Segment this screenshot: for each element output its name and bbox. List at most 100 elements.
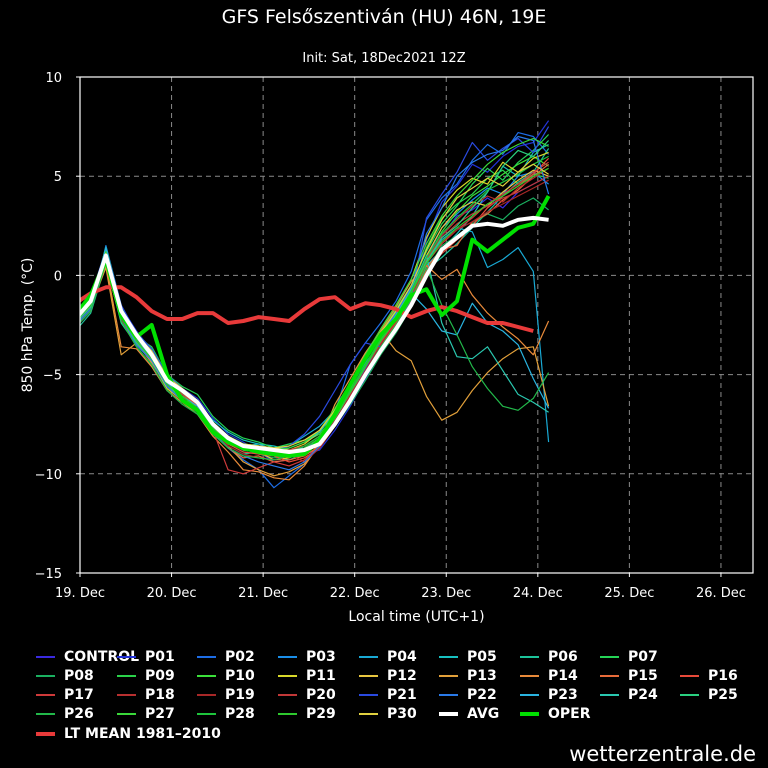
x-axis-label: Local time (UTC+1) xyxy=(348,609,484,625)
legend-label: P14 xyxy=(548,667,578,684)
plot-frame xyxy=(79,76,754,574)
legend-entry: P25 xyxy=(680,686,738,705)
legend-swatch xyxy=(117,655,136,658)
legend-entry: P29 xyxy=(278,705,336,724)
legend-entry: P28 xyxy=(197,705,255,724)
x-tick-label: 25. Dec xyxy=(604,586,654,601)
legend-entry: P05 xyxy=(439,647,497,666)
legend-swatch xyxy=(36,713,55,716)
y-tick-label: −10 xyxy=(35,468,62,483)
legend-entry: P10 xyxy=(197,666,255,685)
legend-entry: P24 xyxy=(600,686,658,705)
series-line-avg xyxy=(80,215,549,454)
legend-swatch xyxy=(359,655,378,658)
legend-entry: P06 xyxy=(520,647,578,666)
legend-entry: P20 xyxy=(278,686,336,705)
legend-entry: P21 xyxy=(359,686,417,705)
legend-label: P18 xyxy=(145,687,175,704)
legend-swatch xyxy=(439,655,458,658)
legend-label: P02 xyxy=(225,648,255,665)
x-tick-label: 26. Dec xyxy=(696,586,746,601)
y-tick-label: 0 xyxy=(54,269,62,284)
legend-entry: P23 xyxy=(520,686,578,705)
legend-label: P26 xyxy=(64,706,94,723)
legend-label: P10 xyxy=(225,667,255,684)
plot-area xyxy=(80,120,551,489)
legend-label: P04 xyxy=(387,648,417,665)
x-tick-label: 22. Dec xyxy=(330,586,380,601)
legend-swatch xyxy=(117,674,136,677)
legend-swatch xyxy=(197,655,216,658)
legend-label: P23 xyxy=(548,687,578,704)
brand-watermark: wetterzentrale.de xyxy=(569,742,756,766)
series-line-p01 xyxy=(80,120,550,463)
legend-entry: OPER xyxy=(520,705,591,724)
legend-label: OPER xyxy=(548,706,591,723)
legend-label: CONTROL xyxy=(64,648,140,665)
legend-label: P13 xyxy=(467,667,497,684)
series-line-p15 xyxy=(80,163,549,463)
y-tick-label: 10 xyxy=(45,71,62,86)
legend-entry: P26 xyxy=(36,705,94,724)
legend-entry: P30 xyxy=(359,705,417,724)
legend-label: P06 xyxy=(548,648,578,665)
series-line-p03 xyxy=(80,171,549,459)
series-line-p07 xyxy=(80,134,550,449)
legend-swatch xyxy=(36,694,55,697)
legend-label: P27 xyxy=(145,706,175,723)
y-tick-label: −15 xyxy=(35,567,62,582)
legend-label: P16 xyxy=(708,667,738,684)
legend-swatch xyxy=(520,712,539,717)
series-line-p05 xyxy=(80,143,549,451)
x-tick-label: 24. Dec xyxy=(513,586,563,601)
x-tick-label: 23. Dec xyxy=(421,586,471,601)
legend-label: P17 xyxy=(64,687,94,704)
legend-swatch xyxy=(278,674,297,677)
legend-swatch xyxy=(359,674,378,677)
legend-swatch xyxy=(359,713,378,716)
legend-entry: CONTROL xyxy=(36,647,139,666)
y-axis-label: 850 hPa Temp. (°C) xyxy=(20,258,36,393)
legend-label: P11 xyxy=(306,667,336,684)
legend-label: P29 xyxy=(306,706,336,723)
legend-label: P03 xyxy=(306,648,336,665)
legend-label: P15 xyxy=(628,667,658,684)
legend-entry: P22 xyxy=(439,686,497,705)
legend-entry: P17 xyxy=(36,686,94,705)
legend-label: P09 xyxy=(145,667,175,684)
legend-entry: P03 xyxy=(278,647,336,666)
legend-swatch xyxy=(36,731,55,736)
legend-swatch xyxy=(197,694,216,697)
legend-swatch xyxy=(117,694,136,697)
x-tick-label: 19. Dec xyxy=(55,586,105,601)
legend-row: CONTROL P01 P02 P03 P04 P05 P06 P07 xyxy=(36,647,756,666)
legend-swatch xyxy=(439,694,458,697)
legend-swatch xyxy=(600,655,619,658)
legend-entry: AVG xyxy=(439,705,499,724)
legend-label: P20 xyxy=(306,687,336,704)
legend-swatch xyxy=(520,694,539,697)
series-line-p22 xyxy=(80,135,550,471)
chart-title: GFS Felsőszentiván (HU) 46N, 19E xyxy=(221,6,547,28)
legend-entry: P14 xyxy=(520,666,578,685)
legend-swatch xyxy=(359,694,378,697)
legend-label: P07 xyxy=(628,648,658,665)
legend-swatch xyxy=(520,674,539,677)
legend-entry: P12 xyxy=(359,666,417,685)
legend-label: P01 xyxy=(145,648,175,665)
legend-entry: P18 xyxy=(117,686,175,705)
legend-entry: P07 xyxy=(600,647,658,666)
legend-entry: P19 xyxy=(197,686,255,705)
x-tick-label: 20. Dec xyxy=(147,586,197,601)
chart-subtitle: Init: Sat, 18Dec2021 12Z xyxy=(302,51,466,66)
legend-row: P17 P18 P19 P20 P21 P22 P23 P24 P25 xyxy=(36,686,756,705)
y-tick-label: 5 xyxy=(54,170,62,185)
legend-label: LT MEAN 1981–2010 xyxy=(64,725,221,742)
legend-swatch xyxy=(680,694,699,697)
legend-swatch xyxy=(600,694,619,697)
legend-label: P19 xyxy=(225,687,255,704)
legend-swatch xyxy=(278,713,297,716)
chart-legend: CONTROL P01 P02 P03 P04 P05 P06 P07 P08 P09 P10 P11… xyxy=(36,647,756,743)
legend-label: P22 xyxy=(467,687,497,704)
legend-swatch xyxy=(117,713,136,716)
